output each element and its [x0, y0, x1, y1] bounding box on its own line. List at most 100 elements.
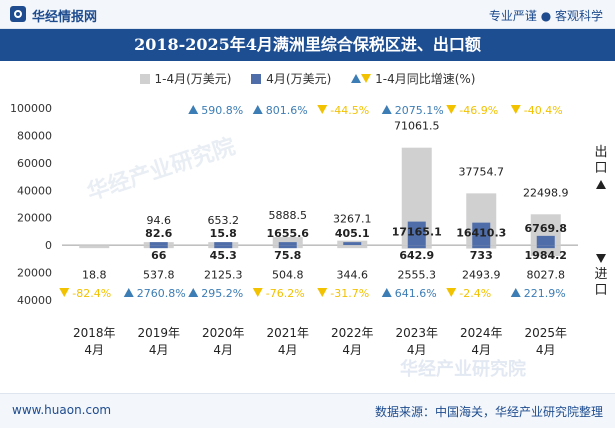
triangle-up-icon [351, 74, 362, 83]
import-monthly-label: 75.8 [274, 249, 301, 262]
y-tick-label: 40000 [17, 184, 52, 197]
export-monthly-label: 15.8 [210, 227, 237, 240]
import-growth-label: -82.4% [72, 287, 111, 300]
watermark-text: 华经产业研究院 [400, 358, 526, 380]
triangle-down-icon [361, 74, 372, 83]
export-monthly-bar [343, 242, 362, 246]
growth-up-icon [381, 105, 392, 114]
growth-down-icon [252, 288, 263, 297]
growth-up-icon [188, 105, 199, 114]
x-tick-label: 2020年 [202, 326, 245, 340]
import-monthly-bar [149, 245, 168, 249]
export-monthly-bar [214, 242, 233, 246]
export-monthly-bar [536, 235, 555, 246]
import-cumulative-bar [79, 245, 110, 249]
growth-down-icon [446, 105, 457, 114]
x-tick-label: 2019年 [137, 326, 180, 340]
import-cumulative-bar [530, 245, 561, 257]
import-growth-label: 641.6% [395, 287, 437, 300]
growth-up-icon [510, 288, 521, 297]
growth-up-icon [381, 288, 392, 297]
import-monthly-bar [407, 245, 426, 249]
tagline: 专业严谨 ● 客观科学 [488, 9, 603, 23]
import-monthly-bar [536, 245, 555, 249]
legend-growth-label: 1-4月同比增速(%) [375, 72, 476, 86]
y-tick-label: 100000 [10, 102, 52, 115]
import-growth-label: 295.2% [201, 287, 243, 300]
import-side-label: 进 [594, 267, 607, 282]
export-cumulative-label: 94.6 [147, 214, 172, 227]
legend-cumulative: 1-4月(万美元) [139, 70, 232, 87]
import-monthly-bar [214, 245, 233, 249]
x-tick-label: 2025年 [524, 326, 567, 340]
y-tick-label: 20000 [17, 212, 52, 225]
import-growth-label: -2.4% [459, 287, 491, 300]
import-growth-label: -76.2% [266, 287, 305, 300]
import-monthly-bar [278, 245, 297, 249]
export-monthly-bar [149, 242, 168, 246]
export-monthly-bar [472, 222, 491, 246]
x-tick-label: 4月 [278, 343, 298, 357]
y-tick-label: 80000 [17, 129, 52, 142]
x-tick-label: 2023年 [395, 326, 438, 340]
export-monthly-bar [278, 242, 297, 246]
import-monthly-label: 66 [151, 249, 167, 262]
x-tick-label: 4月 [536, 343, 556, 357]
legend-monthly-label: 4月(万美元) [266, 72, 332, 86]
footer-website: www.huaon.com [12, 403, 112, 417]
x-tick-label: 4月 [407, 343, 427, 357]
x-tick-label: 4月 [213, 343, 233, 357]
export-monthly-label: 405.1 [335, 227, 370, 240]
footer: www.huaon.com 数据来源：中国海关，华经产业研究院整理 [0, 393, 615, 428]
export-growth-label: -40.4% [524, 104, 563, 117]
logo-icon [10, 6, 26, 22]
export-side-label: 出 [594, 145, 607, 160]
import-cumulative-bar [337, 245, 368, 249]
legend-swatch-monthly [251, 74, 262, 84]
export-side-label: 口 [594, 161, 607, 176]
arrow-down-icon [596, 254, 606, 263]
import-side-label: 口 [594, 283, 607, 298]
x-tick-label: 2022年 [331, 326, 374, 340]
export-growth-label: -46.9% [459, 104, 498, 117]
growth-down-icon [510, 105, 521, 114]
growth-up-icon [188, 288, 199, 297]
export-cumulative-label: 3267.1 [333, 213, 372, 226]
export-cumulative-label: 37754.7 [459, 165, 505, 178]
import-monthly-label: 45.3 [210, 249, 237, 262]
x-tick-label: 2024年 [460, 326, 503, 340]
brand-name: 华经情报网 [32, 10, 98, 25]
import-monthly-bar [472, 245, 491, 249]
export-growth-label: 801.6% [266, 104, 308, 117]
import-monthly-label: 1984.2 [525, 249, 567, 262]
import-cumulative-label: 2125.3 [204, 269, 243, 282]
legend-cumulative-label: 1-4月(万美元) [154, 72, 232, 86]
x-tick-label: 2018年 [73, 326, 116, 340]
import-cumulative-label: 2555.3 [398, 269, 437, 282]
legend-monthly: 4月(万美元) [251, 70, 331, 87]
export-monthly-bar [407, 221, 426, 246]
top-bar: 华经情报网 专业严谨 ● 客观科学 [0, 0, 615, 29]
y-tick-label: 40000 [17, 294, 52, 307]
export-monthly-label: 82.6 [145, 227, 172, 240]
chart-title: 2018-2025年4月满洲里综合保税区进、出口额 [0, 29, 615, 61]
export-growth-label: -44.5% [330, 104, 369, 117]
x-tick-label: 4月 [342, 343, 362, 357]
legend: 1-4月(万美元) 4月(万美元) 1-4月同比增速(%) [0, 70, 615, 90]
export-growth-label: 2075.1% [395, 104, 444, 117]
import-cumulative-label: 537.8 [143, 269, 175, 282]
export-cumulative-label: 653.2 [208, 214, 240, 227]
import-cumulative-label: 504.8 [272, 269, 304, 282]
arrow-up-icon [596, 180, 606, 189]
import-cumulative-label: 344.6 [337, 269, 369, 282]
export-cumulative-label: 22498.9 [523, 186, 569, 199]
x-tick-label: 4月 [84, 343, 104, 357]
export-monthly-label: 17165.1 [392, 226, 442, 239]
export-monthly-label: 6769.8 [525, 222, 567, 235]
footer-source: 数据来源：中国海关，华经产业研究院整理 [374, 405, 603, 419]
legend-growth: 1-4月同比增速(%) [351, 70, 476, 87]
y-tick-label: 60000 [17, 157, 52, 170]
growth-down-icon [317, 105, 328, 114]
import-cumulative-label: 18.8 [82, 269, 107, 282]
